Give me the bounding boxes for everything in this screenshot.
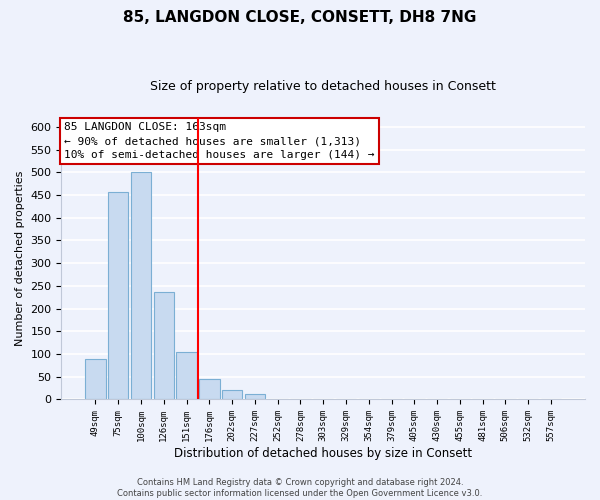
Bar	[199, 379, 220, 400]
Bar	[268, 398, 288, 400]
X-axis label: Distribution of detached houses by size in Consett: Distribution of detached houses by size …	[174, 447, 472, 460]
Bar	[222, 390, 242, 400]
Bar	[108, 192, 128, 400]
Text: 85 LANGDON CLOSE: 163sqm
← 90% of detached houses are smaller (1,313)
10% of sem: 85 LANGDON CLOSE: 163sqm ← 90% of detach…	[64, 122, 374, 160]
Y-axis label: Number of detached properties: Number of detached properties	[15, 171, 25, 346]
Bar	[154, 292, 174, 400]
Title: Size of property relative to detached houses in Consett: Size of property relative to detached ho…	[150, 80, 496, 93]
Bar	[245, 394, 265, 400]
Text: Contains HM Land Registry data © Crown copyright and database right 2024.
Contai: Contains HM Land Registry data © Crown c…	[118, 478, 482, 498]
Text: 85, LANGDON CLOSE, CONSETT, DH8 7NG: 85, LANGDON CLOSE, CONSETT, DH8 7NG	[124, 10, 476, 25]
Bar	[85, 358, 106, 400]
Bar	[176, 352, 197, 400]
Bar	[131, 172, 151, 400]
